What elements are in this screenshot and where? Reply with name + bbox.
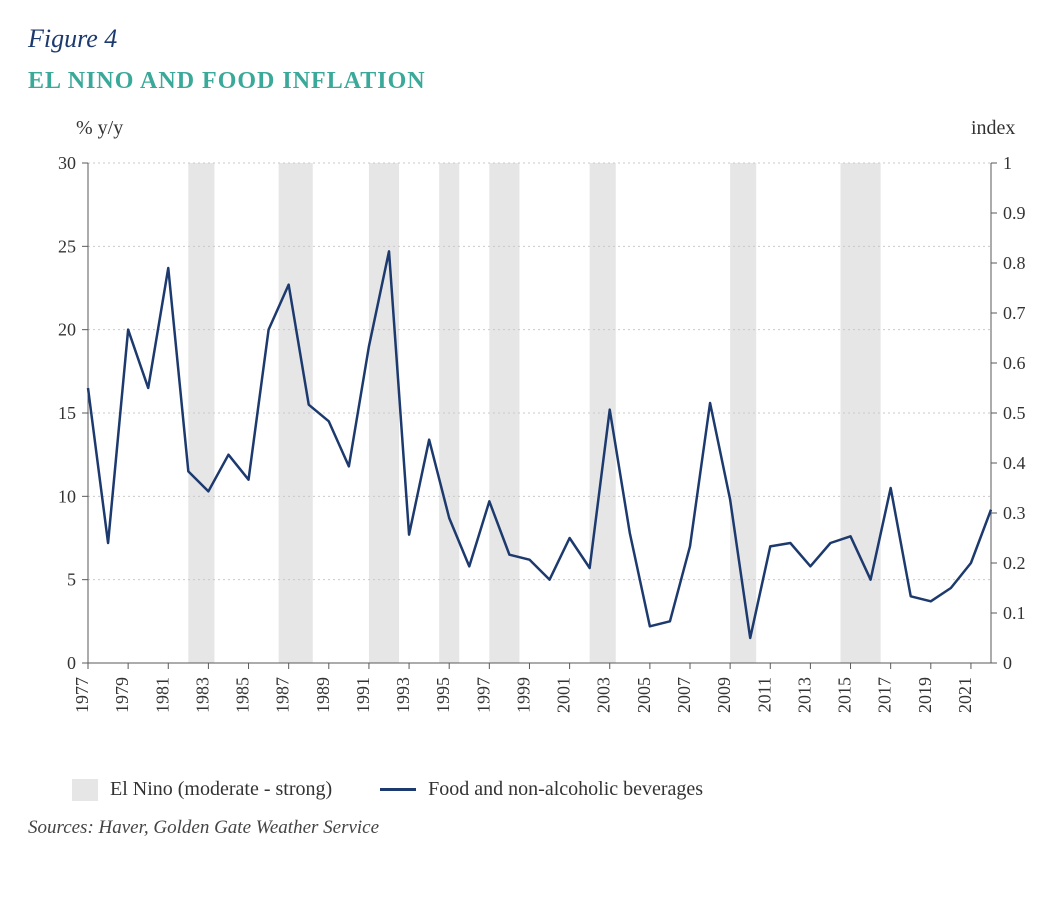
legend-label: El Nino (moderate - strong) [110,778,332,801]
svg-text:30: 30 [58,153,76,173]
figure-container: Figure 4 EL NINO AND FOOD INFLATION % y/… [0,0,1059,913]
svg-text:1995: 1995 [433,677,453,713]
svg-text:1981: 1981 [152,677,172,713]
svg-text:0: 0 [67,653,76,673]
svg-text:0.9: 0.9 [1003,203,1026,223]
figure-label: Figure 4 [28,24,1031,54]
sources-text: Sources: Haver, Golden Gate Weather Serv… [28,817,1031,839]
svg-text:1979: 1979 [112,677,132,713]
legend-item-line: Food and non-alcoholic beverages [380,778,703,801]
chart-svg: 0 5 10 15 20 25 30 0 0.1 0.2 0.3 0.4 0.5 0.6 0.7 0.8 0.9… [28,123,1031,763]
svg-text:15: 15 [58,403,76,423]
svg-text:0.3: 0.3 [1003,503,1026,523]
svg-text:0: 0 [1003,653,1012,673]
svg-text:1997: 1997 [473,677,493,713]
svg-text:10: 10 [58,486,76,506]
svg-text:1991: 1991 [353,677,373,713]
svg-text:5: 5 [67,570,76,590]
svg-text:2005: 2005 [634,677,654,713]
svg-text:2015: 2015 [835,677,855,713]
svg-text:25: 25 [58,236,76,256]
legend-label: Food and non-alcoholic beverages [428,778,703,801]
svg-text:0.5: 0.5 [1003,403,1026,423]
y-left-axis-label: % y/y [76,117,123,140]
svg-text:1977: 1977 [72,677,92,713]
svg-text:20: 20 [58,320,76,340]
legend-swatch-line [380,788,416,791]
y-right-axis-label: index [971,117,1015,140]
legend: El Nino (moderate - strong) Food and non… [28,778,1031,801]
svg-text:1993: 1993 [393,677,413,713]
legend-swatch-rect [72,779,98,801]
svg-text:1989: 1989 [313,677,333,713]
svg-text:2019: 2019 [915,677,935,713]
svg-text:0.6: 0.6 [1003,353,1026,373]
legend-item-bands: El Nino (moderate - strong) [72,778,332,801]
svg-text:1: 1 [1003,153,1012,173]
svg-text:1987: 1987 [273,677,293,713]
svg-text:2007: 2007 [674,677,694,713]
svg-text:1999: 1999 [513,677,533,713]
svg-text:2013: 2013 [794,677,814,713]
svg-text:1983: 1983 [192,677,212,713]
svg-text:2001: 2001 [554,677,574,713]
svg-text:2011: 2011 [754,677,774,712]
svg-text:0.2: 0.2 [1003,553,1026,573]
svg-text:2003: 2003 [594,677,614,713]
chart-area: % y/y index 05101520253000.10.20.30.40.5… [28,123,1031,768]
svg-text:0.4: 0.4 [1003,453,1026,473]
svg-text:2017: 2017 [875,677,895,713]
svg-text:1985: 1985 [233,677,253,713]
svg-text:0.8: 0.8 [1003,253,1026,273]
figure-title: EL NINO AND FOOD INFLATION [28,68,1031,95]
svg-text:0.1: 0.1 [1003,603,1026,623]
svg-text:0.7: 0.7 [1003,303,1026,323]
svg-text:2009: 2009 [714,677,734,713]
svg-text:2021: 2021 [955,677,975,713]
